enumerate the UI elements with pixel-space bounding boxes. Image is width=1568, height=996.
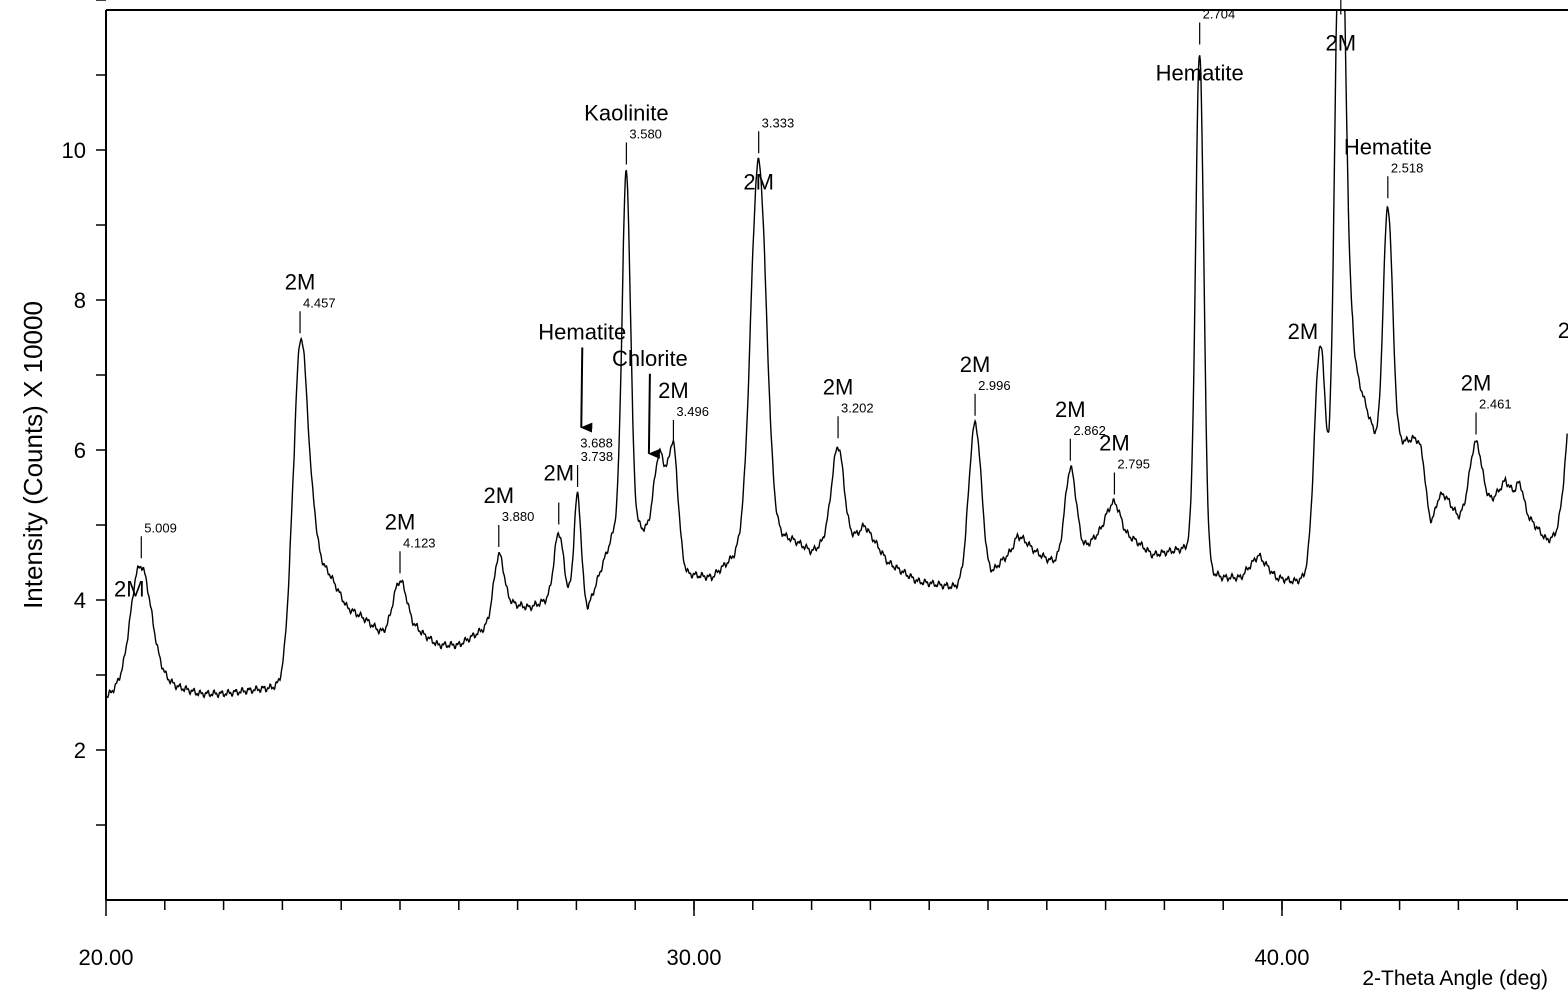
arrow-d-label: 3.688 <box>580 436 613 451</box>
phase-label: 2M <box>114 576 145 601</box>
d-spacing-label: 4.123 <box>403 535 436 550</box>
d-spacing-label: 3.738 <box>581 449 614 464</box>
d-spacing-label: 2.996 <box>978 378 1011 393</box>
phase-label: 2M <box>1558 318 1568 343</box>
d-spacing-label: 2.704 <box>1203 7 1236 22</box>
phase-label: Hematite <box>1344 134 1432 159</box>
d-spacing-label: 3.202 <box>841 400 874 415</box>
spectrum-line <box>105 9 1568 700</box>
phase-label: 2M <box>484 483 515 508</box>
y-tick-label: 8 <box>74 288 86 313</box>
phase-label: 2M <box>960 352 991 377</box>
spectrum-curve-group <box>105 9 1568 700</box>
x-tick-label: 30.00 <box>666 945 721 970</box>
d-spacing-label: 2.795 <box>1117 457 1150 472</box>
x-axis-title: 2-Theta Angle (deg) <box>1362 967 1548 990</box>
phase-label: 2M <box>1461 371 1492 396</box>
y-axis-title: Intensity (Counts) X 10000 <box>18 301 48 609</box>
d-spacing-label: 2.461 <box>1479 397 1512 412</box>
d-spacing-label: 5.009 <box>144 520 177 535</box>
phase-label: 2M <box>285 269 316 294</box>
x-tick-label: 40.00 <box>1254 945 1309 970</box>
phase-label: 2M <box>1288 319 1319 344</box>
annotation-arrow <box>580 347 593 433</box>
d-spacing-label: 3.333 <box>762 115 795 130</box>
phase-label: 2M <box>743 169 774 194</box>
d-spacing-label: 2.862 <box>1073 423 1106 438</box>
phase-label: 2M <box>823 374 854 399</box>
d-spacing-label: 3.496 <box>676 404 709 419</box>
phase-label: 2M <box>658 378 689 403</box>
phase-label: 2M <box>543 461 574 486</box>
d-spacing-label: 2.518 <box>1391 160 1424 175</box>
arrow-phase-label: Hematite <box>538 320 626 345</box>
annotation-arrow <box>647 373 660 459</box>
y-tick-label: 10 <box>62 138 86 163</box>
phase-label: 2M <box>1326 31 1357 56</box>
phase-label: 2M <box>385 509 416 534</box>
x-tick-label: 20.00 <box>78 945 133 970</box>
y-tick-label: 2 <box>74 738 86 763</box>
phase-label: 2M <box>1099 431 1130 456</box>
arrow-phase-label: Chlorite <box>612 346 688 371</box>
d-spacing-label: 3.580 <box>629 127 662 142</box>
phase-label: Hematite <box>1156 61 1244 86</box>
phase-label: Kaolinite <box>584 101 668 126</box>
y-tick-label: 6 <box>74 438 86 463</box>
phase-label: 2M <box>1055 397 1086 422</box>
y-tick-label: 4 <box>74 588 86 613</box>
d-spacing-label: 3.880 <box>502 509 535 524</box>
d-spacing-label: 4.457 <box>303 295 336 310</box>
axes-group: 2 4 6 8 10 20.00 30.00 40.00 <box>62 0 1568 970</box>
